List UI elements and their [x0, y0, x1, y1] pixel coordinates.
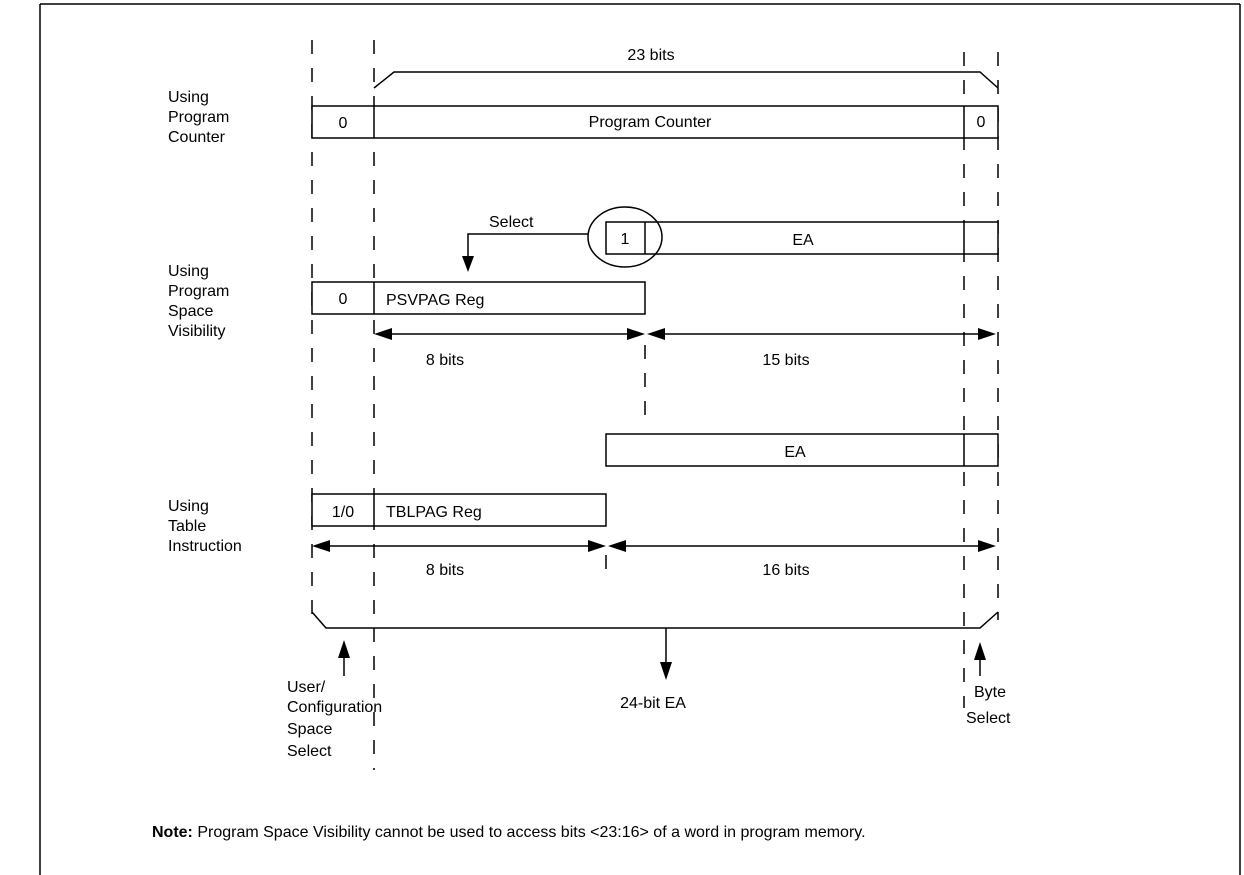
tblpag-label: TBLPAG Reg [386, 504, 482, 521]
select-label: Select [489, 214, 534, 231]
pc-cell-counter: Program Counter [589, 114, 712, 131]
table-8bits-label: 8 bits [426, 562, 464, 579]
psv-ea-label: EA [792, 232, 814, 249]
select-arrowhead [462, 256, 474, 272]
psv-section-label: Using Program Space Visibility [168, 263, 234, 340]
psv-8bits-label: 8 bits [426, 352, 464, 369]
pc-width-label: 23 bits [627, 47, 674, 64]
footnote-text: Program Space Visibility cannot be used … [193, 824, 866, 841]
pc-section-label: Using Program Counter [168, 89, 234, 146]
pc-register-box [311, 105, 999, 139]
psv-15bits-label: 15 bits [762, 352, 809, 369]
table-16bits-label: 16 bits [762, 562, 809, 579]
byte-select-label: Byte Select [966, 684, 1011, 727]
table-section-label: Using Table Instruction [168, 498, 242, 555]
pc-width-bracket [373, 71, 999, 89]
psvpag-msb-cell: 0 [339, 291, 348, 308]
footnote-prefix: Note: [152, 824, 193, 841]
psvpag-label: PSVPAG Reg [386, 292, 484, 309]
select-bit-highlight [587, 206, 663, 268]
user-config-label: User/ Configuration Space Select [287, 679, 387, 760]
select-arrow-line [467, 233, 588, 258]
pc-cell-lsb: 0 [977, 114, 986, 131]
pc-cell-msb: 0 [339, 115, 348, 132]
tblpag-msb-cell: 1/0 [332, 504, 354, 521]
table-ea-label: EA [784, 444, 806, 461]
psv-select-bit: 1 [621, 231, 630, 248]
footnote: Note: Program Space Visibility cannot be… [152, 824, 866, 841]
tblpag-register-box [311, 493, 607, 527]
psvpag-register-box [311, 281, 646, 315]
ea-24bit-label: 24-bit EA [620, 695, 686, 712]
ea-bottom-bracket [311, 611, 999, 629]
table-ea-box [605, 433, 999, 467]
psv-ea-box [605, 221, 999, 255]
